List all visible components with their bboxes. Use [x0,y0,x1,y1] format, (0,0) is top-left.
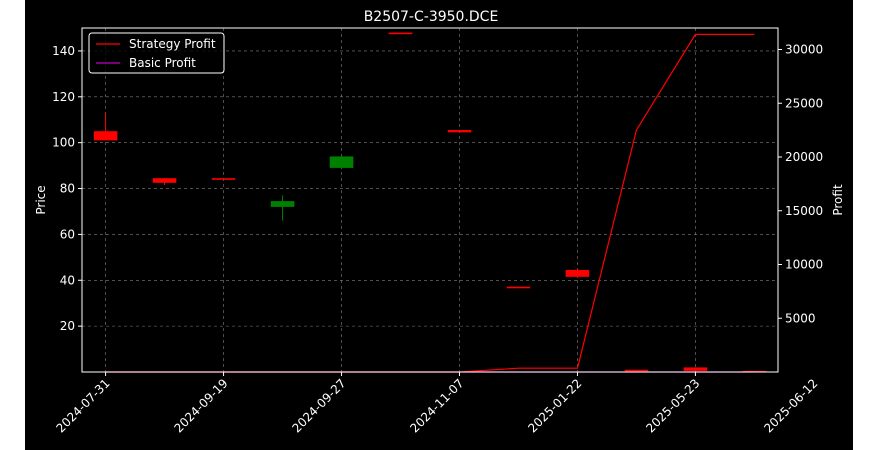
left-y-axis-label: Price [34,185,48,214]
legend-label-basic-profit: Basic Profit [129,56,196,70]
y-tick-label: 80 [60,182,75,196]
candlesticks [93,32,767,373]
y2-tick-label: 15000 [785,204,823,218]
candle-body [506,286,531,289]
chart-title: B2507-C-3950.DCE [364,9,499,25]
y-tick-label: 20 [60,319,75,333]
candle-body [388,32,413,35]
candle-body [447,130,472,133]
candle-body [329,156,354,168]
candle-body [683,367,708,371]
candle-body [270,201,295,207]
y-tick-label: 60 [60,227,75,241]
y2-tick-label: 10000 [785,258,823,272]
plot-area-frame [81,27,779,373]
candle-body [152,178,177,183]
y2-tick-label: 20000 [785,150,823,164]
candle-body [624,369,649,372]
y2-tick-label: 5000 [785,311,816,325]
y-tick-label: 40 [60,273,75,287]
left-y-axis-ticks: 20 40 60 80 100 120 140 [52,44,82,333]
chart-background [25,0,853,450]
y2-tick-label: 30000 [785,43,823,57]
candle-body [93,131,118,141]
legend-box [88,32,225,74]
candle-body [565,269,590,277]
right-y-axis-ticks: 5000 10000 15000 20000 25000 30000 [778,43,823,325]
legend: Strategy Profit Basic Profit [88,32,225,74]
y-tick-label: 120 [52,90,75,104]
y-tick-label: 100 [52,136,75,150]
y-tick-label: 140 [52,44,75,58]
y2-tick-label: 25000 [785,96,823,110]
right-y-axis-label: Profit [831,184,845,216]
candle-body [211,178,236,180]
legend-label-strategy-profit: Strategy Profit [129,37,216,51]
